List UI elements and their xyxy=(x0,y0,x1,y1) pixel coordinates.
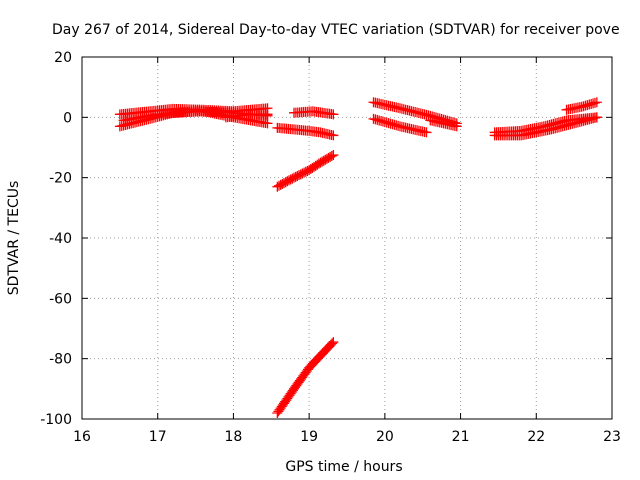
y-tick-label: -80 xyxy=(49,352,72,368)
x-tick-label: 18 xyxy=(225,429,243,445)
data-point xyxy=(451,121,462,132)
y-tick-label: -20 xyxy=(49,171,72,187)
y-tick-label: -100 xyxy=(40,412,72,428)
x-tick-label: 16 xyxy=(73,429,91,445)
data-points xyxy=(114,97,602,418)
x-tick-label: 19 xyxy=(300,429,318,445)
data-point xyxy=(591,97,602,108)
data-point xyxy=(328,337,339,348)
data-point xyxy=(327,338,338,349)
data-point xyxy=(328,150,339,161)
data-point xyxy=(262,109,273,120)
plot-frame xyxy=(81,56,613,420)
chart-title: Day 267 of 2014, Sidereal Day-to-day VTE… xyxy=(52,22,620,38)
data-point xyxy=(326,150,337,161)
x-tick-label: 22 xyxy=(527,429,545,445)
x-tick-label: 20 xyxy=(376,429,394,445)
data-point xyxy=(328,130,339,141)
y-tick-label: -40 xyxy=(49,231,72,247)
data-point xyxy=(421,127,432,138)
y-tick-label: 20 xyxy=(54,50,72,66)
y-axis-label: SDTVAR / TECUs xyxy=(6,181,22,296)
x-tick-label: 23 xyxy=(603,429,621,445)
data-point xyxy=(328,109,339,120)
y-tick-label: 0 xyxy=(63,110,72,126)
x-axis-label: GPS time / hours xyxy=(285,459,402,475)
tick-labels: 16 17 18 19 20 21 22 23 20 0 -20 -40 -60 -80 -100 xyxy=(40,50,621,445)
x-tick-label: 17 xyxy=(149,429,167,445)
data-point xyxy=(591,112,602,123)
x-tick-label: 21 xyxy=(452,429,470,445)
y-tick-label: -60 xyxy=(49,291,72,307)
